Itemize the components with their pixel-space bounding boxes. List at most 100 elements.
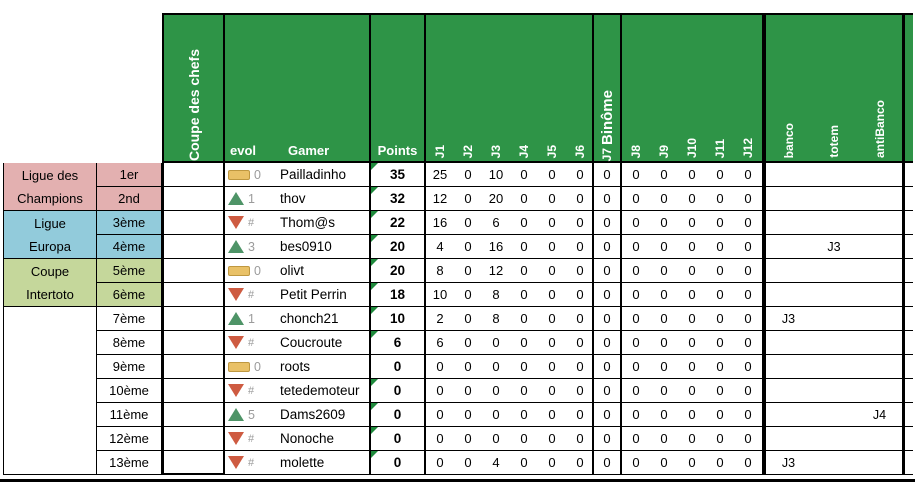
column-headers-j8-j12[interactable]: J8 J9 J10 J11 J12 — [622, 13, 762, 163]
banco-totem-antibanco-cells[interactable] — [766, 259, 902, 283]
banco-totem-antibanco-cells[interactable] — [766, 379, 902, 403]
j8-j12-cells[interactable]: 0 0 0 0 0 — [622, 211, 762, 235]
category-cell[interactable]: Ligue des Champions — [3, 163, 97, 211]
gamer-cell[interactable]: # Thom@s — [225, 211, 371, 235]
j1-j6-cells[interactable]: 0 0 0 0 0 0 — [426, 427, 594, 451]
column-header-j7-binome[interactable]: Binôme J7 — [594, 13, 622, 163]
gamer-cell[interactable]: 0 olivt — [225, 259, 371, 283]
gamer-cell[interactable]: # Nonoche — [225, 427, 371, 451]
points-cell[interactable]: 35 — [371, 163, 426, 187]
gamer-cell[interactable]: 5 Dams2609 — [225, 403, 371, 427]
points-cell[interactable]: 22 — [371, 211, 426, 235]
banco-totem-antibanco-cells[interactable]: J3 — [766, 235, 902, 259]
j1-j6-cells[interactable]: 0 0 0 0 0 0 — [426, 355, 594, 379]
gamer-cell[interactable]: 1 thov — [225, 187, 371, 211]
coupe-des-chefs-cell[interactable] — [162, 355, 225, 379]
column-header-points[interactable]: Points — [371, 13, 426, 163]
points-cell[interactable]: 10 — [371, 307, 426, 331]
j7-cell[interactable]: 0 — [594, 235, 622, 259]
gamer-cell[interactable]: 0 roots — [225, 355, 371, 379]
banco-totem-antibanco-cells[interactable] — [766, 355, 902, 379]
gamer-cell[interactable]: # molette — [225, 451, 371, 475]
j8-j12-cells[interactable]: 0 0 0 0 0 — [622, 235, 762, 259]
j1-j6-cells[interactable]: 0 0 4 0 0 0 — [426, 451, 594, 475]
banco-totem-antibanco-cells[interactable]: J3 — [766, 451, 902, 475]
j8-j12-cells[interactable]: 0 0 0 0 0 — [622, 403, 762, 427]
j8-j12-cells[interactable]: 0 0 0 0 0 — [622, 427, 762, 451]
j8-j12-cells[interactable]: 0 0 0 0 0 — [622, 355, 762, 379]
coupe-des-chefs-cell[interactable] — [162, 187, 225, 211]
j7-cell[interactable]: 0 — [594, 283, 622, 307]
banco-totem-antibanco-cells[interactable] — [766, 211, 902, 235]
j8-j12-cells[interactable]: 0 0 0 0 0 — [622, 307, 762, 331]
banco-totem-antibanco-cells[interactable] — [766, 283, 902, 307]
gamer-cell[interactable]: 0 Pailladinho — [225, 163, 371, 187]
category-cell[interactable] — [3, 307, 97, 475]
points-cell[interactable]: 20 — [371, 235, 426, 259]
column-headers-j1-j6[interactable]: J1 J2 J3 J4 J5 J6 — [426, 13, 594, 163]
j1-j6-cells[interactable]: 4 0 16 0 0 0 — [426, 235, 594, 259]
j1-j6-cells[interactable]: 2 0 8 0 0 0 — [426, 307, 594, 331]
j7-cell[interactable]: 0 — [594, 355, 622, 379]
coupe-des-chefs-cell[interactable] — [162, 403, 225, 427]
rank-cell[interactable]: 7ème — [97, 307, 162, 331]
coupe-des-chefs-cell[interactable] — [162, 283, 225, 307]
banco-totem-antibanco-cells[interactable]: J4 — [766, 403, 902, 427]
coupe-des-chefs-cell[interactable] — [162, 307, 225, 331]
rank-cell[interactable]: 3ème — [97, 211, 162, 235]
gamer-cell[interactable]: 1 chonch21 — [225, 307, 371, 331]
j1-j6-cells[interactable]: 10 0 8 0 0 0 — [426, 283, 594, 307]
j7-cell[interactable]: 0 — [594, 403, 622, 427]
j1-j6-cells[interactable]: 25 0 10 0 0 0 — [426, 163, 594, 187]
j1-j6-cells[interactable]: 8 0 12 0 0 0 — [426, 259, 594, 283]
points-cell[interactable]: 20 — [371, 259, 426, 283]
j8-j12-cells[interactable]: 0 0 0 0 0 — [622, 187, 762, 211]
j7-cell[interactable]: 0 — [594, 451, 622, 475]
points-cell[interactable]: 0 — [371, 427, 426, 451]
j7-cell[interactable]: 0 — [594, 331, 622, 355]
gamer-cell[interactable]: # Petit Perrin — [225, 283, 371, 307]
points-cell[interactable]: 6 — [371, 331, 426, 355]
j8-j12-cells[interactable]: 0 0 0 0 0 — [622, 379, 762, 403]
column-header-coupe-des-chefs[interactable]: Coupe des chefs — [162, 13, 225, 163]
j1-j6-cells[interactable]: 0 0 0 0 0 0 — [426, 403, 594, 427]
j7-cell[interactable]: 0 — [594, 379, 622, 403]
banco-totem-antibanco-cells[interactable] — [766, 427, 902, 451]
category-cell[interactable]: Coupe Intertoto — [3, 259, 97, 307]
points-cell[interactable]: 0 — [371, 451, 426, 475]
coupe-des-chefs-cell[interactable] — [162, 163, 225, 187]
column-header-evol-gamer[interactable]: evol Gamer — [225, 13, 371, 163]
gamer-cell[interactable]: 3 bes0910 — [225, 235, 371, 259]
rank-cell[interactable]: 10ème — [97, 379, 162, 403]
gamer-cell[interactable]: # tetedemoteur — [225, 379, 371, 403]
j7-cell[interactable]: 0 — [594, 163, 622, 187]
coupe-des-chefs-cell[interactable] — [162, 379, 225, 403]
rank-cell[interactable]: 4ème — [97, 235, 162, 259]
coupe-des-chefs-cell[interactable] — [162, 259, 225, 283]
coupe-des-chefs-cell[interactable] — [162, 331, 225, 355]
j1-j6-cells[interactable]: 12 0 20 0 0 0 — [426, 187, 594, 211]
j7-cell[interactable]: 0 — [594, 259, 622, 283]
points-cell[interactable]: 0 — [371, 379, 426, 403]
coupe-des-chefs-cell[interactable] — [162, 235, 225, 259]
rank-cell[interactable]: 8ème — [97, 331, 162, 355]
j7-cell[interactable]: 0 — [594, 307, 622, 331]
j7-cell[interactable]: 0 — [594, 187, 622, 211]
points-cell[interactable]: 18 — [371, 283, 426, 307]
j7-cell[interactable]: 0 — [594, 211, 622, 235]
banco-totem-antibanco-cells[interactable] — [766, 187, 902, 211]
rank-cell[interactable]: 1er — [97, 163, 162, 187]
j8-j12-cells[interactable]: 0 0 0 0 0 — [622, 451, 762, 475]
rank-cell[interactable]: 13ème — [97, 451, 162, 475]
coupe-des-chefs-cell[interactable] — [162, 211, 225, 235]
j8-j12-cells[interactable]: 0 0 0 0 0 — [622, 259, 762, 283]
rank-cell[interactable]: 2nd — [97, 187, 162, 211]
points-cell[interactable]: 0 — [371, 403, 426, 427]
category-cell[interactable]: Ligue Europa — [3, 211, 97, 259]
j1-j6-cells[interactable]: 0 0 0 0 0 0 — [426, 379, 594, 403]
column-headers-banco-totem-antibanco[interactable]: banco totem antiBanco — [766, 13, 902, 163]
rank-cell[interactable]: 5ème — [97, 259, 162, 283]
points-cell[interactable]: 0 — [371, 355, 426, 379]
j8-j12-cells[interactable]: 0 0 0 0 0 — [622, 163, 762, 187]
gamer-cell[interactable]: # Coucroute — [225, 331, 371, 355]
